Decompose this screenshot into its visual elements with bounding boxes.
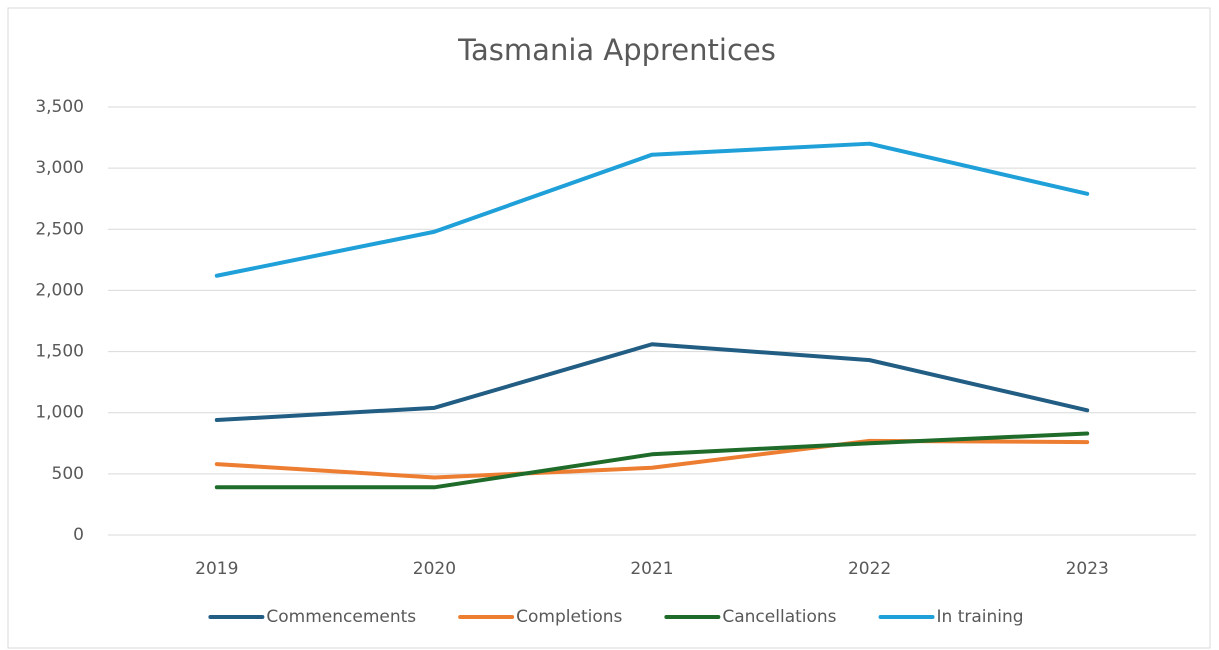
legend-label: In training: [937, 607, 1024, 627]
series-line: [214, 431, 1090, 490]
y-tick-label: 0: [73, 525, 84, 545]
y-tick-label: 2,500: [35, 219, 84, 239]
y-tick-label: 1,000: [35, 403, 84, 423]
x-tick-label: 2022: [848, 559, 891, 579]
chart-frame: [7, 7, 1211, 649]
y-tick-label: 3,000: [35, 158, 84, 178]
x-tick-label: 2021: [630, 559, 673, 579]
legend-label: Cancellations: [722, 607, 836, 627]
legend-label: Completions: [516, 607, 622, 627]
chart-title: Tasmania Apprentices: [457, 33, 776, 67]
y-tick-label: 2,000: [35, 280, 84, 300]
x-tick-label: 2019: [195, 559, 238, 579]
x-tick-label: 2020: [413, 559, 456, 579]
y-tick-label: 1,500: [35, 342, 84, 362]
series-line: [214, 342, 1090, 423]
series-line: [214, 141, 1090, 278]
x-tick-label: 2023: [1066, 559, 1109, 579]
y-tick-label: 3,500: [35, 97, 84, 117]
y-tick-label: 500: [52, 464, 84, 484]
legend-label: Commencements: [266, 607, 416, 627]
